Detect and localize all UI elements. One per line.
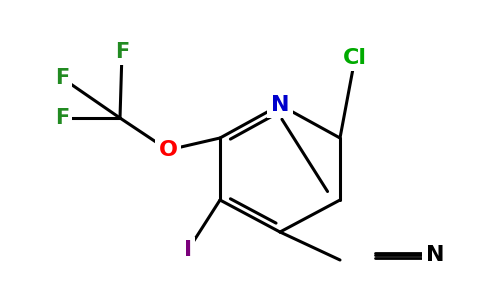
Text: F: F xyxy=(55,68,69,88)
Text: O: O xyxy=(158,140,178,160)
Text: F: F xyxy=(55,108,69,128)
Text: N: N xyxy=(271,95,289,115)
Text: F: F xyxy=(115,42,129,62)
Text: I: I xyxy=(184,240,192,260)
Text: Cl: Cl xyxy=(343,48,367,68)
Text: N: N xyxy=(426,245,444,265)
